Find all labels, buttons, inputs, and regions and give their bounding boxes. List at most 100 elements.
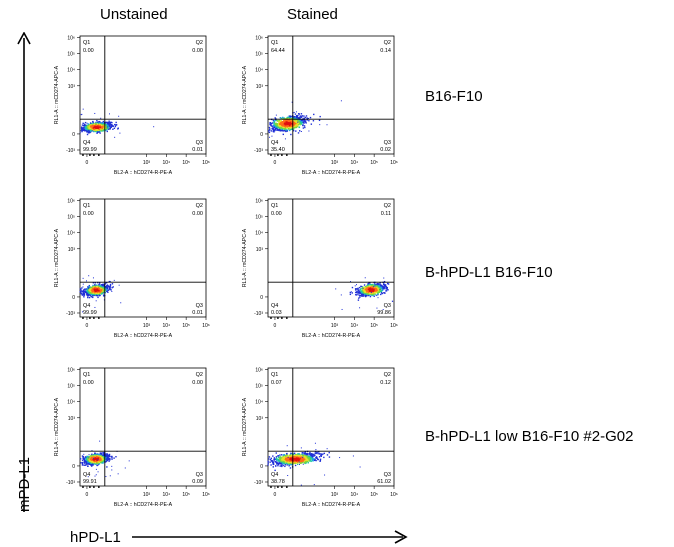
data-point [284, 138, 286, 140]
data-point [106, 285, 108, 287]
data-point [97, 294, 99, 297]
data-point [82, 128, 84, 130]
data-point [360, 292, 363, 294]
data-point [373, 286, 376, 288]
data-point [277, 123, 280, 125]
data-point [89, 290, 91, 292]
data-point [101, 462, 103, 464]
quadrant-label-q3: Q3 [196, 472, 203, 478]
data-point [120, 302, 122, 304]
data-point [275, 456, 278, 458]
data-point [108, 460, 110, 462]
data-point [107, 123, 110, 125]
data-point [82, 311, 84, 313]
data-point [98, 287, 101, 289]
data-point [355, 291, 358, 294]
data-point [374, 288, 376, 290]
data-point [96, 462, 98, 464]
data-point [85, 292, 88, 294]
data-point [91, 124, 93, 127]
data-point [282, 121, 285, 124]
data-point [380, 286, 382, 288]
data-point [306, 119, 308, 121]
data-point [90, 456, 92, 459]
data-point [112, 125, 114, 127]
data-point [385, 288, 387, 290]
data-point [282, 126, 284, 128]
data-point [93, 458, 95, 461]
quadrant-value-q1: 0.00 [83, 48, 94, 54]
data-point [303, 125, 306, 127]
data-point [101, 459, 104, 461]
data-point [92, 127, 95, 129]
data-point [97, 459, 100, 461]
data-point [379, 288, 381, 290]
data-point [101, 452, 103, 454]
data-point [96, 458, 98, 460]
data-point [100, 460, 102, 462]
data-point [318, 119, 321, 122]
data-point [110, 125, 113, 128]
data-point [82, 457, 85, 460]
data-point [85, 125, 88, 127]
data-point [92, 296, 94, 299]
data-point [89, 455, 91, 458]
x-tick-label: 0 [274, 492, 277, 498]
data-point [288, 129, 291, 132]
data-point [109, 127, 111, 129]
data-point [367, 288, 370, 290]
data-point [359, 296, 361, 298]
x-tick-label: 10⁴ [162, 160, 170, 166]
data-point [107, 455, 109, 457]
data-point [287, 122, 289, 124]
data-point [312, 120, 315, 122]
data-point [92, 130, 94, 132]
data-point [293, 122, 295, 124]
data-point [84, 129, 86, 132]
quadrant-value-q4: 0.03 [271, 310, 282, 316]
data-point [304, 121, 307, 123]
y-tick-label: 10⁵ [67, 215, 75, 221]
data-point [383, 284, 385, 286]
y-tick-label: 10⁴ [255, 400, 263, 406]
data-point [102, 285, 105, 287]
data-point [375, 294, 377, 296]
data-point [287, 119, 289, 121]
plot-hpdl1-low-unstained: 10⁶ 10⁵ 10⁴ 10³ 0 -10³ 0 10³ 10⁴ 10⁵ 10⁶ BL2-A :: h… [38, 362, 218, 522]
data-point [97, 291, 99, 293]
data-point [89, 128, 92, 131]
data-point [88, 454, 90, 456]
data-point [303, 122, 305, 124]
data-point [110, 126, 112, 129]
data-point [81, 113, 83, 115]
data-point [285, 122, 287, 125]
data-point [376, 307, 378, 309]
data-point [377, 287, 379, 289]
data-point [289, 127, 291, 130]
data-point [99, 461, 101, 464]
data-point [103, 295, 105, 297]
data-point [304, 120, 306, 123]
quadrant-label-q2: Q2 [384, 203, 391, 209]
data-point [268, 131, 271, 134]
data-point [298, 130, 301, 132]
data-point [109, 122, 112, 124]
plot-b16f10-stained: 10⁶ 10⁵ 10⁴ 10³ 0 -10³ 0 10³ 10⁴ 10⁵ 10⁶ BL2-A :: h… [226, 30, 406, 190]
data-point [371, 290, 373, 293]
data-point [294, 113, 297, 115]
data-point [93, 123, 96, 125]
data-point [268, 130, 270, 132]
data-point [108, 453, 111, 456]
data-point [360, 290, 362, 292]
data-point [90, 127, 92, 130]
data-point [128, 460, 130, 462]
data-point [340, 100, 342, 102]
data-point [278, 125, 280, 127]
data-point [88, 457, 90, 460]
data-point [81, 130, 83, 133]
data-point [270, 464, 272, 466]
data-point [294, 126, 296, 129]
